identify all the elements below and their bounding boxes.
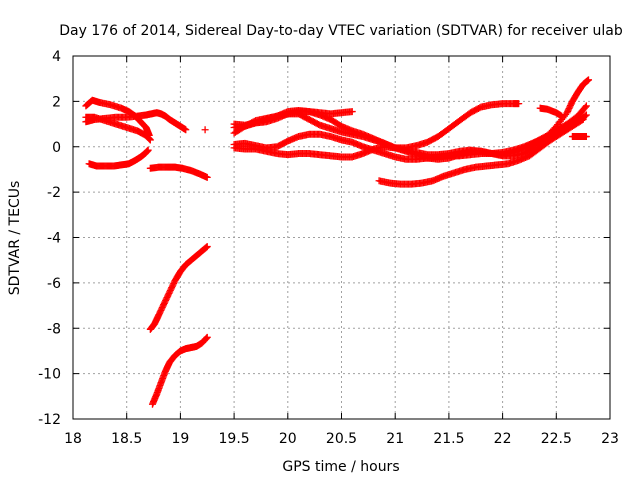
data-point (144, 146, 152, 154)
series-arc4 (85, 146, 152, 170)
x-tick-label: 22.5 (541, 431, 572, 447)
data-point (203, 243, 211, 251)
series-arc14 (375, 116, 587, 188)
x-axis-title: GPS time / hours (282, 459, 399, 475)
series-arc16 (568, 133, 590, 141)
data-point (202, 335, 210, 343)
y-tick-label: -6 (47, 276, 61, 292)
data-point (201, 126, 209, 134)
data-point (348, 108, 356, 116)
y-tick-label: -12 (38, 412, 61, 428)
data-point (585, 76, 593, 84)
x-tick-label: 21 (386, 431, 404, 447)
data-point (582, 111, 590, 119)
data-point (578, 116, 586, 124)
data-point (203, 333, 211, 341)
series-arc8 (148, 333, 211, 408)
x-tick-label: 21.5 (433, 431, 464, 447)
x-tick-label: 18 (64, 431, 82, 447)
y-tick-label: -4 (47, 231, 61, 247)
x-tick-label: 18.5 (111, 431, 142, 447)
series-arc6 (201, 126, 209, 134)
x-tick-label: 22 (494, 431, 512, 447)
data-point (579, 116, 587, 124)
y-tick-label: -10 (38, 367, 61, 383)
y-tick-labels: -12 -10 -8 -6 -4 -2 0 2 4 (38, 49, 61, 428)
x-tick-label: 19 (171, 431, 189, 447)
x-tick-label: 23 (601, 431, 619, 447)
data-point (203, 334, 211, 342)
data-point (515, 100, 523, 108)
y-tick-label: 0 (52, 140, 61, 156)
y-tick-label: 4 (52, 49, 61, 65)
data-point (582, 133, 590, 141)
y-axis-title: SDTVAR / TECUs (7, 181, 23, 296)
x-tick-label: 20 (279, 431, 297, 447)
series-arc13 (230, 100, 523, 152)
data-point (558, 112, 566, 120)
series-arc3 (82, 113, 154, 144)
x-tick-labels: 18 18.5 19 19.5 20 20.5 21 21.5 22 22.5 23 (64, 431, 619, 447)
y-tick-label: -8 (47, 321, 61, 337)
data-points (82, 76, 593, 408)
series-arc15 (536, 104, 566, 120)
series-arc5 (146, 163, 211, 181)
x-tick-label: 20.5 (326, 431, 357, 447)
series-arc7 (146, 243, 211, 333)
data-point (581, 103, 589, 111)
chart-title: Day 176 of 2014, Sidereal Day-to-day VTE… (59, 23, 623, 39)
data-point (582, 102, 590, 110)
y-tick-label: 2 (52, 94, 61, 110)
data-point (146, 136, 154, 144)
data-point (581, 112, 589, 120)
data-point (203, 173, 211, 181)
axis-ticks (72, 55, 611, 420)
data-point (182, 126, 190, 134)
y-tick-label: -2 (47, 185, 61, 201)
x-tick-label: 19.5 (219, 431, 250, 447)
